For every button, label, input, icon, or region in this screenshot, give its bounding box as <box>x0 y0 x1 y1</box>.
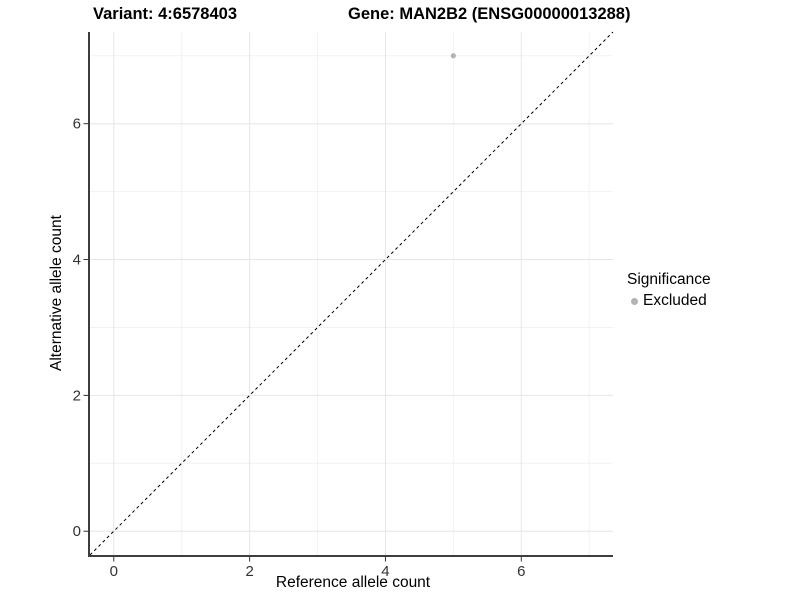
legend-entry-excluded: Excluded <box>627 292 711 310</box>
excluded-point-icon <box>631 297 638 305</box>
grid-major <box>90 32 613 555</box>
x-tick-label: 6 <box>517 563 525 580</box>
axis-lines <box>88 32 613 557</box>
y-axis-title: Alternative allele count <box>48 215 65 371</box>
legend: Significance Excluded <box>627 271 711 310</box>
legend-title: Significance <box>627 271 711 288</box>
x-tick-label: 4 <box>381 563 389 580</box>
x-axis-title: Reference allele count <box>275 574 431 591</box>
y-tick-label: 4 <box>73 252 81 269</box>
y-tick-label: 2 <box>73 387 81 404</box>
panel-background <box>90 32 613 555</box>
x-axis-ticks: 0 2 4 6 <box>110 557 525 580</box>
y-axis-ticks: 0 2 4 6 <box>73 116 88 540</box>
grid-minor <box>90 32 613 555</box>
plot-title-gene: Gene: MAN2B2 (ENSG00000013288) <box>348 5 631 23</box>
y-tick-label: 6 <box>73 116 81 133</box>
x-tick-label: 0 <box>110 563 118 580</box>
data-point <box>450 53 456 59</box>
y-tick-label: 0 <box>73 523 81 540</box>
x-tick-label: 2 <box>245 563 253 580</box>
plot-title-variant: Variant: 4:6578403 <box>93 5 238 23</box>
legend-entry-label: Excluded <box>643 292 707 309</box>
data-points <box>450 53 456 59</box>
